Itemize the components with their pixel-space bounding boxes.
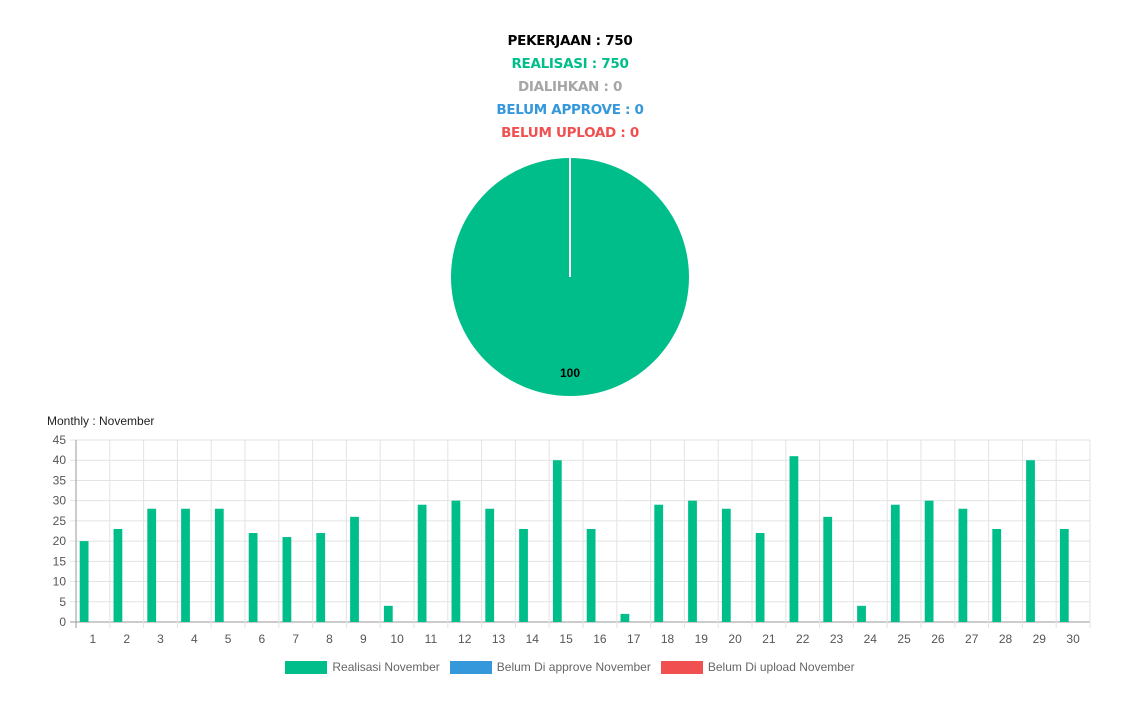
belum-upload-total: BELUM UPLOAD : 0: [501, 125, 639, 141]
x-tick-label: 15: [559, 632, 573, 646]
y-tick-label: 0: [59, 615, 66, 629]
legend-swatch: [449, 660, 492, 674]
bar-1-25: [890, 504, 900, 622]
y-tick-label: 35: [53, 473, 67, 487]
bar-1-8: [316, 533, 326, 622]
bar-1-14: [519, 528, 528, 622]
bar-1-15: [552, 460, 562, 622]
bar-1-11: [417, 504, 427, 622]
bar-1-7: [282, 537, 292, 622]
y-tick-label: 15: [53, 554, 67, 568]
bar-1-26: [924, 500, 934, 622]
bar-1-30: [1059, 528, 1069, 622]
bar-1-9: [350, 516, 359, 622]
x-tick-label: 30: [1066, 632, 1080, 646]
bar-1-23: [823, 516, 833, 622]
legend-label: Belum Di approve November: [496, 660, 651, 674]
x-tick-label: 28: [999, 632, 1013, 646]
pekerjaan-total: PEKERJAAN : 750: [507, 33, 633, 49]
bar-1-27: [958, 508, 968, 622]
x-tick-label: 3: [157, 632, 164, 646]
bar-1-12: [451, 500, 461, 622]
x-tick-label: 19: [695, 632, 709, 646]
summary-block: PEKERJAAN : 750 REALISASI : 750 DIALIHKA…: [0, 30, 1140, 145]
y-tick-label: 30: [53, 494, 67, 508]
legend-label: Realisasi November: [332, 660, 440, 674]
bar-1-3: [147, 508, 157, 622]
y-tick-label: 25: [53, 514, 67, 528]
x-tick-label: 11: [425, 632, 438, 646]
bar-1-16: [586, 528, 596, 622]
realisasi-total: REALISASI : 750: [511, 56, 629, 72]
y-tick-label: 5: [59, 595, 66, 609]
x-tick-label: 29: [1033, 632, 1047, 646]
x-tick-label: 17: [627, 632, 641, 646]
x-tick-label: 14: [526, 632, 540, 646]
y-tick-label: 40: [53, 453, 67, 467]
x-tick-label: 2: [123, 632, 130, 646]
bar-1-10: [383, 605, 393, 622]
x-tick-label: 18: [661, 632, 675, 646]
x-tick-label: 9: [360, 632, 367, 646]
x-tick-label: 22: [796, 632, 810, 646]
bar-1-1: [79, 541, 89, 622]
x-tick-label: 8: [326, 632, 333, 646]
pie-slice-label: 100: [560, 366, 580, 380]
legend-label: Belum Di upload November: [707, 660, 855, 674]
x-tick-label: 16: [593, 632, 607, 646]
legend-item-3[interactable]: Belum Di upload November: [660, 660, 855, 674]
bar-1-24: [857, 605, 866, 622]
dialihkan-total: DIALIHKAN : 0: [517, 79, 623, 95]
y-tick-label: 45: [53, 433, 67, 447]
bar-1-29: [1026, 460, 1035, 622]
legend-item-1[interactable]: Realisasi November: [285, 660, 440, 674]
chart-legend: Realisasi November Belum Di approve Novem…: [0, 660, 1140, 674]
bar-1-13: [485, 508, 495, 622]
belum-approve-total: BELUM APPROVE : 0: [496, 102, 644, 118]
bar-1-19: [688, 500, 697, 622]
bar-1-17: [620, 613, 630, 622]
bar-1-4: [181, 508, 190, 622]
bar-1-28: [992, 528, 1002, 622]
x-tick-label: 6: [259, 632, 266, 646]
x-tick-label: 26: [931, 632, 945, 646]
bar-1-6: [248, 533, 258, 622]
x-tick-label: 21: [762, 632, 776, 646]
x-tick-label: 5: [225, 632, 232, 646]
bar-1-20: [721, 508, 731, 622]
pie-chart: 100: [451, 158, 689, 396]
bar-1-22: [789, 456, 799, 622]
bar-1-18: [654, 504, 664, 622]
y-tick-label: 10: [53, 575, 67, 589]
legend-item-2[interactable]: Belum Di approve November: [449, 660, 651, 674]
x-tick-label: 25: [897, 632, 911, 646]
x-tick-label: 4: [191, 632, 198, 646]
bar-1-21: [755, 533, 765, 622]
legend-swatch: [285, 660, 328, 674]
x-tick-label: 20: [728, 632, 742, 646]
bar-1-5: [214, 508, 224, 622]
x-tick-label: 7: [292, 632, 299, 646]
x-tick-label: 13: [492, 632, 506, 646]
x-tick-label: 27: [965, 632, 979, 646]
y-tick-label: 20: [53, 534, 67, 548]
x-tick-label: 23: [830, 632, 844, 646]
monthly-label: Monthly : November: [47, 414, 155, 428]
x-tick-label: 12: [458, 632, 472, 646]
x-tick-label: 1: [90, 632, 97, 646]
legend-swatch: [660, 660, 703, 674]
bar-1-2: [113, 528, 123, 622]
x-tick-label: 24: [864, 632, 878, 646]
x-tick-label: 10: [390, 632, 404, 646]
